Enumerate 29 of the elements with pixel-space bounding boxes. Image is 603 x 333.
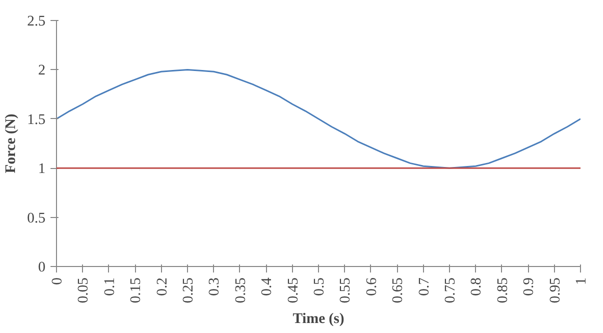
x-tick-label: 0.45 — [285, 277, 302, 304]
x-tick-label: 0.8 — [468, 277, 485, 296]
y-tick-label: 0.5 — [27, 210, 46, 226]
x-tick-label: 0.5 — [312, 277, 328, 296]
x-tick-label: 0.05 — [76, 277, 92, 304]
y-tick-label: 2 — [38, 62, 46, 79]
x-tick-label: 0.55 — [338, 277, 354, 304]
y-axis-title: Force (N) — [3, 114, 20, 174]
x-tick-label: 0.7 — [416, 277, 432, 296]
x-tick-label: 0.1 — [102, 277, 118, 296]
x-tick-label: 1 — [574, 278, 590, 285]
x-tick-label: 0 — [50, 278, 66, 285]
x-tick-label: 0.2 — [154, 277, 170, 296]
y-tick-label: 2.5 — [27, 14, 46, 30]
x-tick-label: 0.85 — [494, 277, 511, 304]
x-tick-label: 0.75 — [442, 277, 458, 304]
line-series — [56, 68, 580, 169]
x-tick-label: 0.65 — [390, 277, 406, 304]
x-tick-label: 0.4 — [259, 276, 276, 296]
x-tick-label: 0.95 — [547, 277, 564, 304]
x-tick-label: 0.9 — [521, 277, 538, 296]
x-tick-label: 0.3 — [206, 277, 223, 296]
x-tick-label: 0.25 — [180, 277, 196, 304]
x-tick-label: 0.35 — [232, 277, 249, 304]
y-tick-label: 1.5 — [27, 112, 46, 128]
y-tick-label: 1 — [38, 161, 46, 178]
x-axis-title: Time (s) — [292, 311, 344, 328]
x-tick-label: 0.15 — [128, 277, 144, 304]
x-tick-label: 0.6 — [364, 277, 380, 296]
